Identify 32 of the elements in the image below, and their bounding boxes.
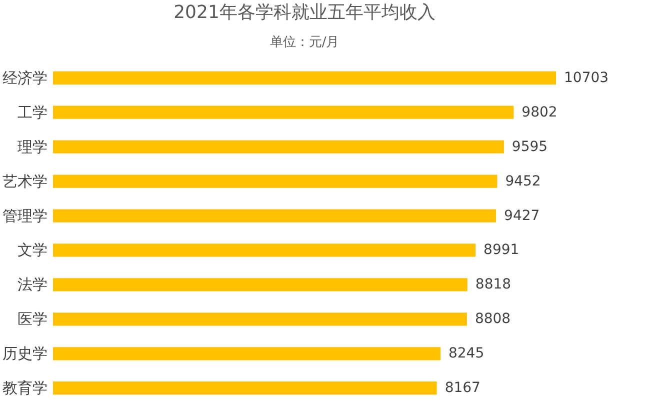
data-label: 8245 (448, 346, 484, 362)
data-label: 9802 (522, 104, 558, 120)
y-tick-label: 文学 (18, 241, 48, 260)
y-tick-label: 艺术学 (2, 172, 48, 190)
y-tick-label: 历史学 (2, 344, 48, 363)
bar (53, 71, 556, 84)
bar (53, 244, 476, 257)
bar (53, 140, 504, 154)
data-label: 9427 (504, 208, 540, 224)
chart-title: 2021年各学科就业五年平均收入 (174, 2, 436, 23)
data-label: 8808 (474, 311, 511, 328)
data-label: 9595 (512, 138, 548, 155)
data-label: 8167 (444, 380, 480, 396)
y-tick-label: 医学 (18, 310, 48, 328)
data-label: 8818 (475, 276, 512, 293)
y-tick-label: 教育学 (2, 379, 48, 398)
y-tick-label: 经济学 (2, 68, 48, 87)
bar (53, 106, 514, 119)
y-tick-label: 管理学 (2, 206, 48, 225)
y-tick-label: 理学 (18, 138, 48, 156)
bar (53, 347, 440, 360)
data-label: 9452 (505, 173, 541, 190)
data-label: 8991 (484, 242, 520, 258)
bar (53, 382, 437, 395)
bar (53, 174, 498, 188)
y-tick-label: 法学 (18, 276, 48, 294)
bar (53, 209, 496, 222)
chart-subtitle: 单位：元/月 (270, 35, 340, 50)
bar (53, 278, 468, 292)
data-label: 10703 (564, 70, 609, 86)
bar (53, 312, 467, 326)
y-tick-label: 工学 (18, 103, 48, 122)
